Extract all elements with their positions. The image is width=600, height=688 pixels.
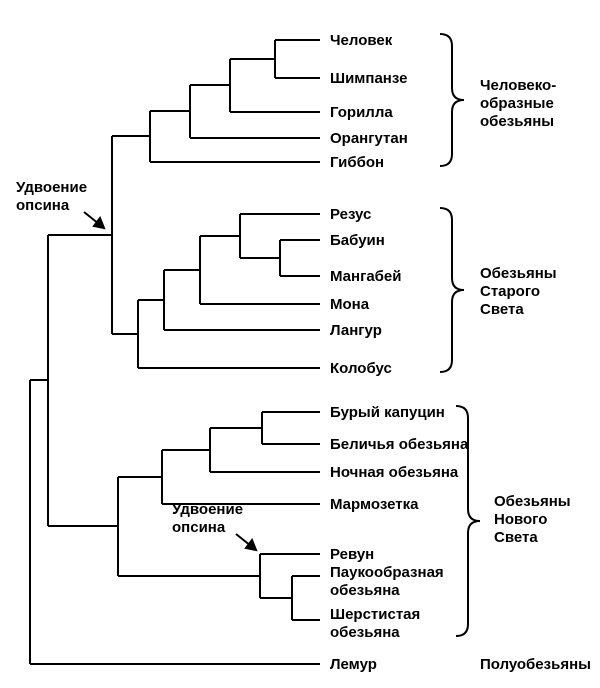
taxon-langur: Лангур — [330, 322, 382, 339]
tree-branches — [30, 40, 320, 664]
taxon-baboon: Бабуин — [330, 232, 385, 249]
group-ow-1: Обезьяны — [480, 265, 557, 282]
taxon-howler: Ревун — [330, 546, 374, 563]
taxon-spider-1: Паукообразная — [330, 564, 444, 581]
taxon-woolly-1: Шерстистая — [330, 606, 420, 623]
group-apes-2: образные — [480, 95, 554, 112]
group-ow-2: Старого — [480, 283, 540, 300]
opsin1-l1: Удвоение — [16, 179, 87, 196]
group-ow-3: Света — [480, 301, 524, 318]
taxon-labels: Человек Шимпанзе Горилла Орангутан Гиббо… — [330, 32, 469, 673]
group-braces — [440, 34, 480, 636]
group-labels: Человеко- образные обезьяны Обезьяны Ста… — [480, 77, 591, 673]
group-nw-3: Света — [494, 529, 538, 546]
taxon-mangabey: Мангабей — [330, 268, 402, 285]
opsin-note-1: Удвоение опсина — [16, 179, 104, 228]
taxon-spider-2: обезьяна — [330, 582, 400, 599]
group-nw-2: Нового — [494, 511, 547, 528]
taxon-orang: Орангутан — [330, 130, 408, 147]
taxon-gorilla: Горилла — [330, 104, 393, 121]
taxon-marmoset: Мармозетка — [330, 496, 419, 513]
taxon-owl: Ночная обезьяна — [330, 464, 459, 481]
opsin-note-2: Удвоение опсина — [172, 501, 256, 550]
taxon-human: Человек — [330, 32, 393, 49]
taxon-lemur: Лемур — [330, 656, 377, 673]
group-nw-1: Обезьяны — [494, 493, 571, 510]
taxon-squirrel: Беличья обезьяна — [330, 436, 469, 453]
taxon-colobus: Колобус — [330, 360, 392, 377]
group-apes-1: Человеко- — [480, 77, 556, 94]
phylo-tree: Человек Шимпанзе Горилла Орангутан Гиббо… — [0, 0, 600, 688]
group-prosimian: Полуобезьяны — [480, 656, 591, 673]
taxon-woolly-2: обезьяна — [330, 624, 400, 641]
arrow-icon — [236, 534, 256, 550]
taxon-capuchin: Бурый капуцин — [330, 404, 445, 421]
arrow-icon — [84, 212, 104, 228]
opsin2-l1: Удвоение — [172, 501, 243, 518]
opsin2-l2: опсина — [172, 519, 226, 536]
group-apes-3: обезьяны — [480, 113, 554, 130]
taxon-gibbon: Гиббон — [330, 154, 384, 171]
taxon-rhesus: Резус — [330, 206, 371, 223]
opsin1-l2: опсина — [16, 197, 70, 214]
taxon-mona: Мона — [330, 296, 370, 313]
taxon-chimp: Шимпанзе — [330, 70, 407, 87]
